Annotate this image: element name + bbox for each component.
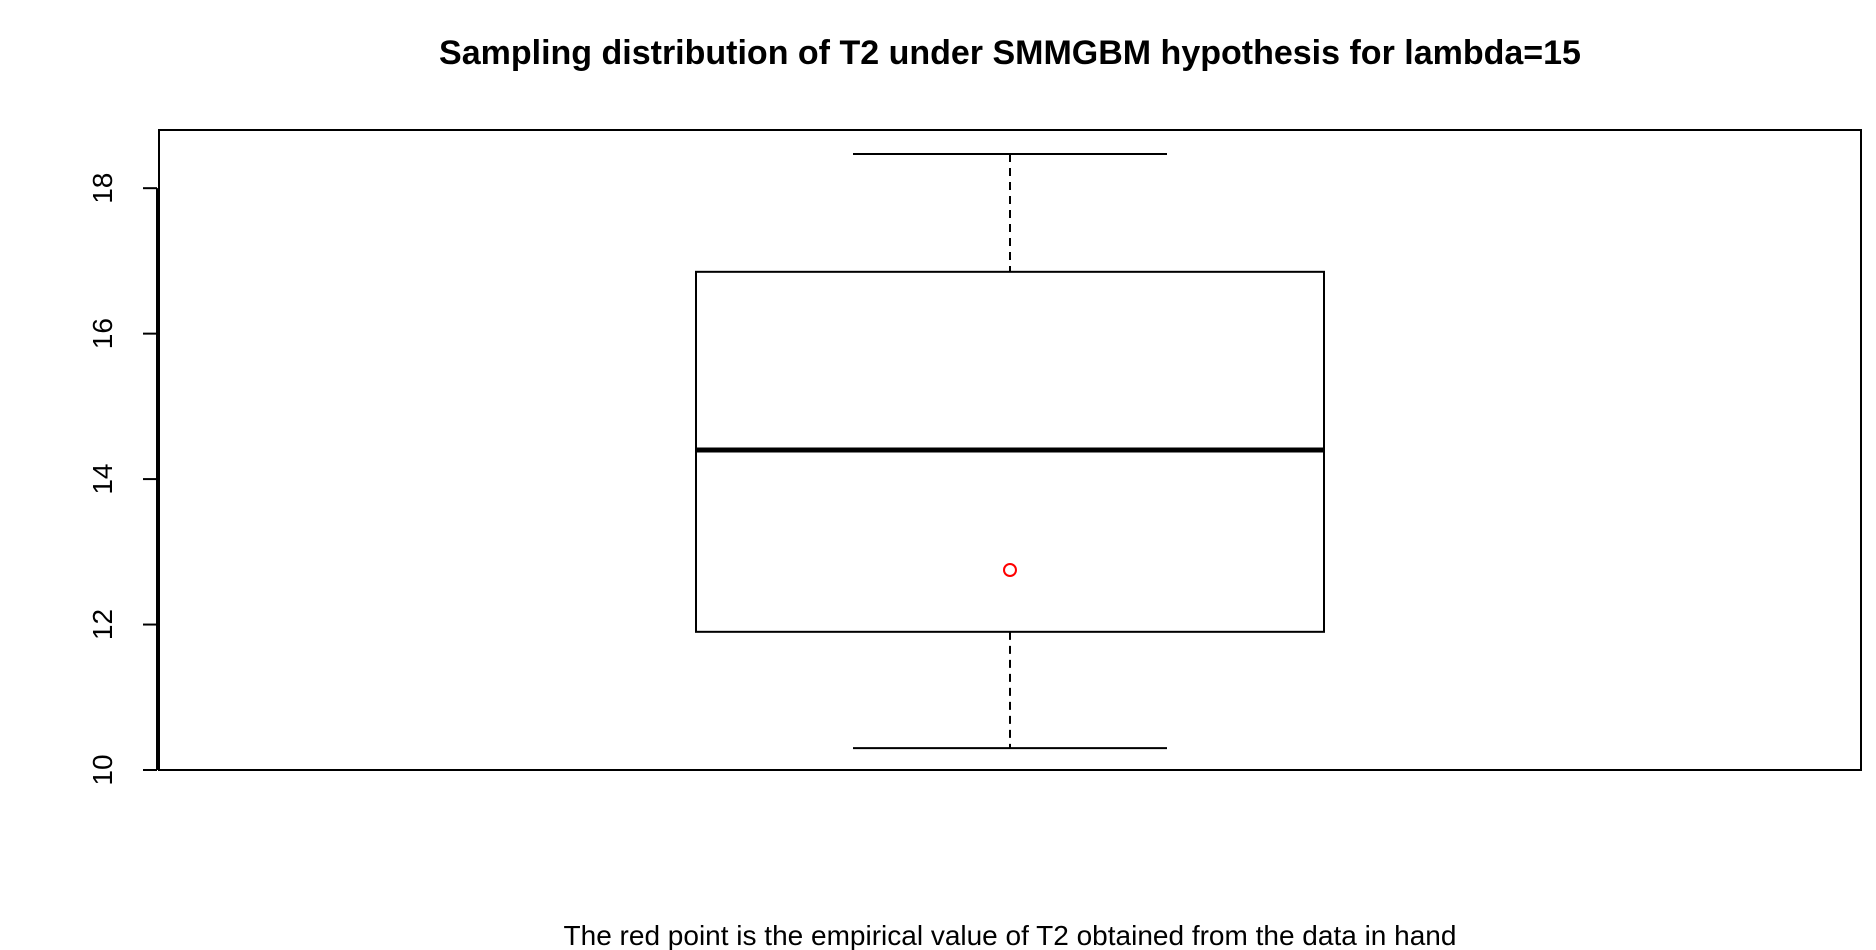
y-tick-label: 14 <box>87 464 118 495</box>
y-tick-label: 10 <box>87 754 118 785</box>
plot-frame <box>158 129 1862 771</box>
chart-title: Sampling distribution of T2 under SMMGBM… <box>439 34 1581 72</box>
y-tick-label: 16 <box>87 318 118 349</box>
y-tick-label: 12 <box>87 609 118 640</box>
data-points <box>1003 563 1017 577</box>
y-axis: 10 12 14 16 18 <box>87 173 158 786</box>
boxplot <box>695 153 1325 750</box>
chart-caption: The red point is the empirical value of … <box>564 920 1457 950</box>
empirical-value-point <box>1003 563 1017 577</box>
y-tick-label: 18 <box>87 173 118 204</box>
